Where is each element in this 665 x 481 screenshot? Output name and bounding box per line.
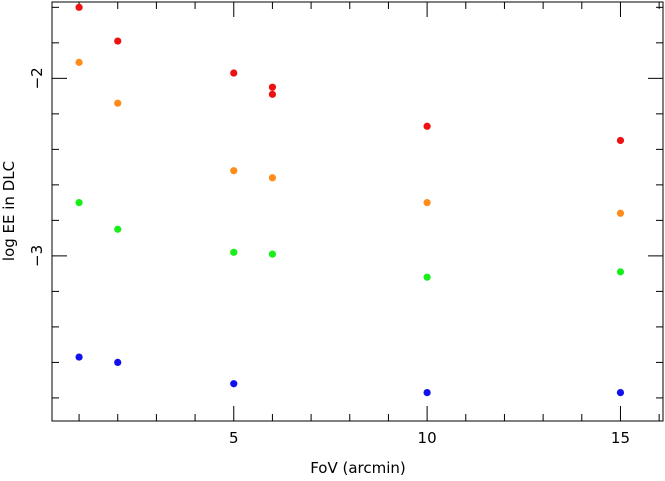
plot-frame	[51, 1, 664, 422]
data-point-series-1	[423, 122, 431, 130]
data-point-series-2	[423, 199, 431, 207]
data-point-series-1	[230, 69, 238, 77]
x-tick-label: 5	[229, 429, 239, 447]
y-tick-label: −3	[28, 245, 46, 267]
data-point-series-3	[114, 225, 122, 233]
data-point-series-1	[268, 90, 277, 98]
major-ticks	[52, 2, 663, 421]
data-point-series-4	[423, 388, 431, 397]
y-tick-label: −2	[28, 67, 46, 89]
data-point-series-4	[616, 388, 625, 397]
data-point-series-1	[75, 3, 83, 11]
x-tick-label: 15	[611, 429, 630, 447]
data-point-series-3	[268, 250, 277, 258]
data-point-series-2	[230, 167, 238, 175]
data-point-series-4	[114, 358, 122, 367]
plot-border	[51, 1, 664, 422]
y-tick-labels: −2 −3	[28, 67, 46, 267]
x-tick-label: 10	[418, 429, 437, 447]
data-point-series-2	[114, 99, 122, 107]
data-point-series-4	[230, 380, 238, 388]
y-axis-label: log EE in DLC	[0, 161, 18, 261]
data-point-series-3	[616, 268, 625, 276]
data-points	[75, 3, 625, 397]
data-point-series-4	[75, 353, 83, 361]
data-point-series-1	[114, 37, 122, 45]
data-point-series-2	[616, 209, 625, 217]
data-point-series-2	[268, 174, 277, 182]
data-point-series-3	[230, 248, 238, 256]
data-point-series-3	[75, 199, 83, 207]
minor-ticks	[52, 2, 663, 421]
x-tick-labels: 5 10 15	[229, 429, 630, 447]
data-point-series-2	[75, 58, 83, 66]
data-point-series-1	[616, 136, 625, 145]
data-point-series-1	[268, 83, 277, 91]
x-axis-label: FoV (arcmin)	[310, 459, 406, 477]
data-point-series-3	[423, 273, 431, 281]
